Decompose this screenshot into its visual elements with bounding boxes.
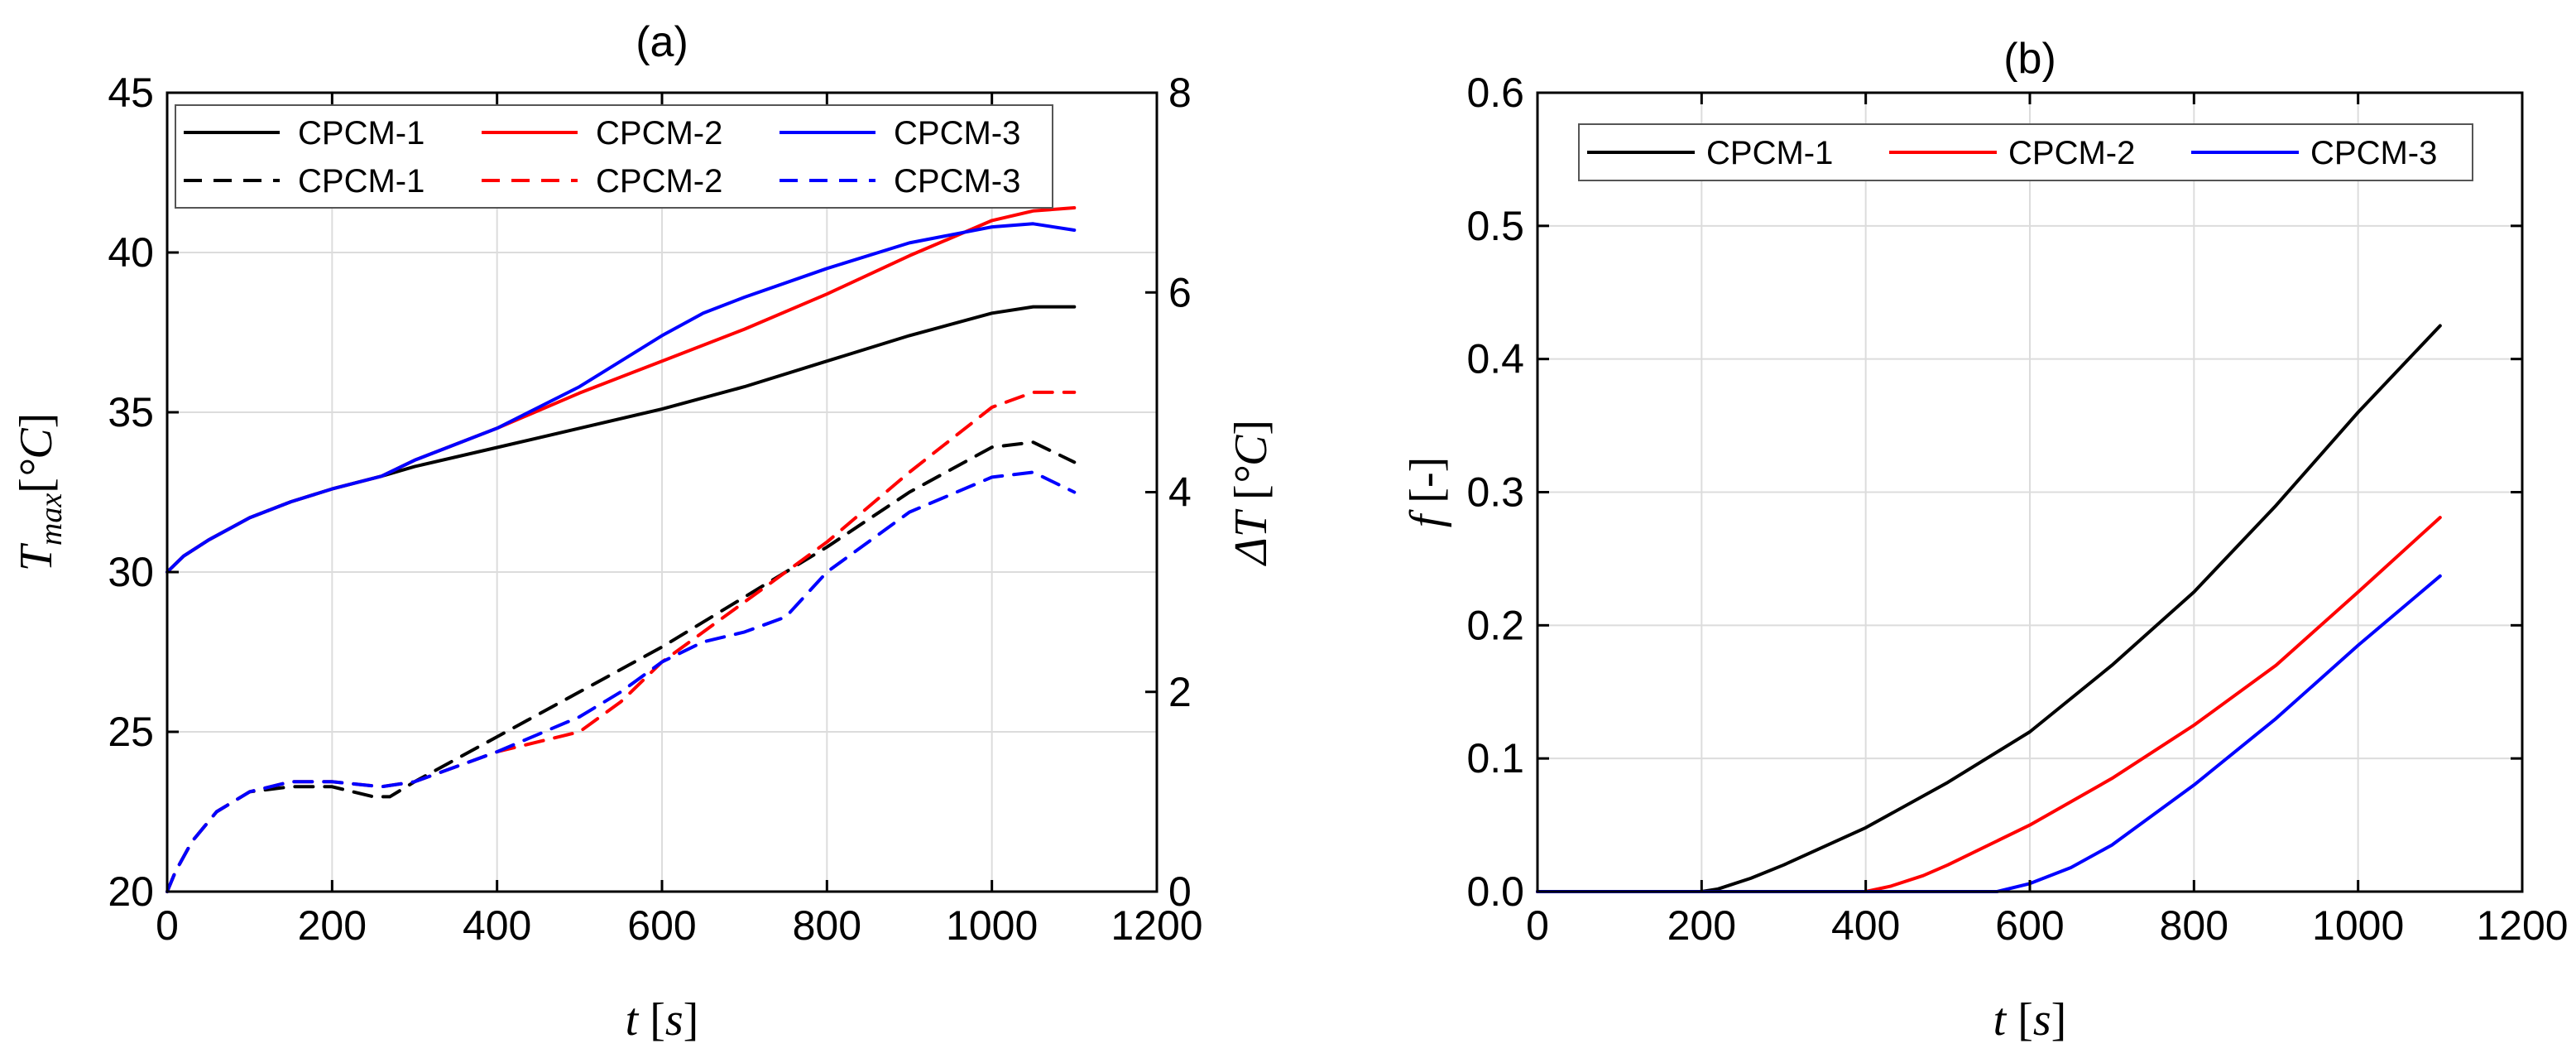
y-tick-label: 0.4 [1466,336,1524,382]
y2-tick-label: 4 [1168,469,1192,516]
panel-b-title: (b) [2003,35,2056,83]
legend-label: CPCM-2 [2008,135,2135,171]
series-line-cpcm-1 [1536,324,2442,893]
legend-label: CPCM-3 [894,115,1020,151]
y-axis-label-a: Tmax[°C] [11,413,69,572]
y-tick-label: 45 [108,70,154,116]
y-tick-label: 35 [108,389,154,435]
x-tick-label: 200 [1667,902,1736,949]
y-tick-label: 0.6 [1466,70,1524,116]
y-tick-label: 30 [108,549,154,595]
legend-a: CPCM-1 CPCM-2 CPCM-3 CPCM-1 CPCM-2 CPCM-3 [175,104,1053,209]
y-tick-label: 20 [108,868,154,915]
panel-a-title: (a) [636,18,688,66]
legend-label: CPCM-3 [2310,135,2437,171]
y2-tick-label: 0 [1168,868,1192,915]
series-line-cpcm-2 [165,206,1077,574]
x-axis-label-b: t [s] [1993,994,2067,1046]
y-tick-label: 40 [108,229,154,276]
y2-tick-label: 2 [1168,669,1192,715]
legend-label: CPCM-3 [894,163,1020,200]
x-tick-label: 0 [156,902,179,949]
series-line-cpcm-1 [165,305,1077,574]
legend-label: CPCM-2 [596,163,722,200]
x-tick-label: 800 [793,902,861,949]
legend-label: CPCM-1 [298,115,425,151]
series-line-cpcm-2 [1536,516,2442,893]
legend-label: CPCM-1 [1706,135,1833,171]
y2-axis-label-a: ΔT [°C] [1226,420,1277,566]
y-tick-label: 0.0 [1466,868,1524,915]
legend-box [1578,123,2473,181]
x-tick-label: 1000 [946,902,1038,949]
x-axis-label-a: t [s] [626,994,699,1046]
series-line-cpcm-3 [1536,574,2442,893]
series-line-cpcm-2-dashed [165,390,1077,893]
y-axis-label-b: f [-] [1401,457,1452,528]
x-tick-label: 1200 [2476,902,2568,949]
panel-b: 0 200 400 600 800 1000 1200 0.0 0.1 0.2 0.3 0.4 0.5 0… [1401,35,2569,1046]
y-tick-label: 0.3 [1466,469,1524,516]
x-tick-label: 400 [1831,902,1900,949]
y2-tick-label: 6 [1168,269,1192,315]
legend-label: CPCM-1 [298,163,425,200]
x-tick-label: 1000 [2312,902,2404,949]
x-tick-label: 600 [1995,902,2064,949]
panel-a: 0 200 400 600 800 1000 1200 20 25 30 35 40 45 0 2 4 6 8 (… [11,18,1277,1046]
x-tick-label: 0 [1526,902,1549,949]
legend-b: CPCM-1 CPCM-2 CPCM-3 [1578,123,2473,181]
x-tick-label: 400 [463,902,531,949]
x-tick-label: 600 [627,902,696,949]
y-tick-label: 0.5 [1466,203,1524,249]
x-tick-label: 800 [2160,902,2228,949]
y2-tick-label: 8 [1168,70,1192,116]
y-tick-label: 25 [108,709,154,755]
y-tick-label: 0.2 [1466,602,1524,648]
y-tick-label: 0.1 [1466,735,1524,781]
x-tick-label: 200 [298,902,367,949]
series-line-cpcm-3 [165,222,1077,574]
series-line-cpcm-3-dashed [165,470,1077,893]
series-line-cpcm-1-dashed [165,440,1077,893]
x-tick-label: 1200 [1111,902,1202,949]
legend-label: CPCM-2 [596,115,722,151]
legend-box [175,104,1053,209]
